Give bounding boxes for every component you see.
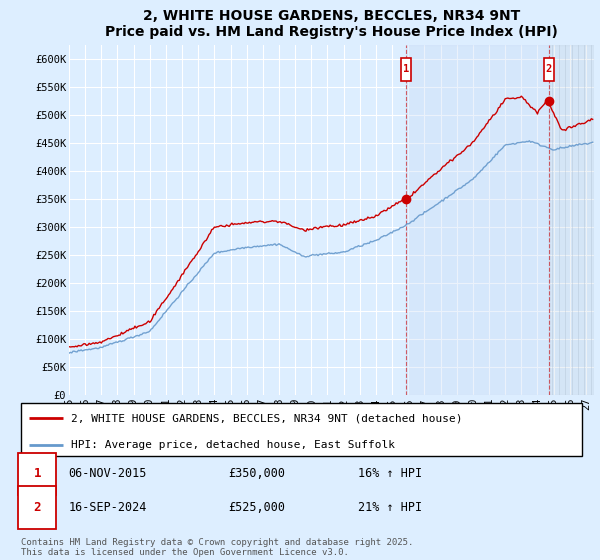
Text: £350,000: £350,000 — [229, 468, 286, 480]
Text: 2, WHITE HOUSE GARDENS, BECCLES, NR34 9NT (detached house): 2, WHITE HOUSE GARDENS, BECCLES, NR34 9N… — [71, 413, 463, 423]
Text: Contains HM Land Registry data © Crown copyright and database right 2025.
This d: Contains HM Land Registry data © Crown c… — [21, 538, 413, 557]
Text: 1: 1 — [403, 64, 409, 74]
FancyBboxPatch shape — [21, 403, 582, 456]
Bar — [544, 58, 554, 81]
Text: 1: 1 — [34, 468, 41, 480]
Text: 21% ↑ HPI: 21% ↑ HPI — [358, 501, 422, 514]
Text: 2: 2 — [34, 501, 41, 514]
Bar — [406, 45, 549, 395]
Text: 06-NOV-2015: 06-NOV-2015 — [68, 468, 147, 480]
Text: 2: 2 — [546, 64, 552, 74]
Text: £525,000: £525,000 — [229, 501, 286, 514]
Text: 16-SEP-2024: 16-SEP-2024 — [68, 501, 147, 514]
Text: 16% ↑ HPI: 16% ↑ HPI — [358, 468, 422, 480]
Title: 2, WHITE HOUSE GARDENS, BECCLES, NR34 9NT
Price paid vs. HM Land Registry's Hous: 2, WHITE HOUSE GARDENS, BECCLES, NR34 9N… — [105, 10, 558, 39]
Bar — [401, 58, 410, 81]
FancyBboxPatch shape — [18, 486, 56, 529]
Bar — [549, 45, 594, 395]
FancyBboxPatch shape — [18, 452, 56, 495]
Text: HPI: Average price, detached house, East Suffolk: HPI: Average price, detached house, East… — [71, 440, 395, 450]
